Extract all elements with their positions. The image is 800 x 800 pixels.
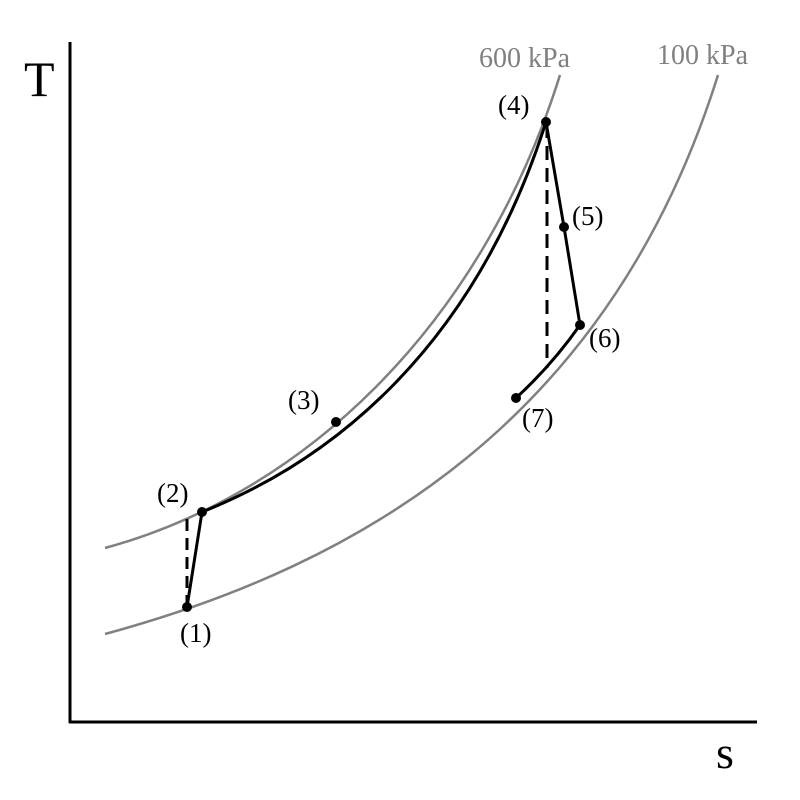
x-axis-label: s: [716, 727, 734, 778]
point-label: (7): [522, 403, 553, 433]
isobar-label: 600 kPa: [479, 43, 571, 74]
isobar-100: [104, 74, 720, 636]
state-point: [541, 117, 551, 127]
point-label: (2): [157, 478, 188, 508]
state-point: [182, 602, 192, 612]
point-label: (6): [589, 323, 620, 353]
point-label: (5): [572, 201, 603, 231]
y-axis-label: T: [24, 51, 55, 107]
point-label: (3): [288, 385, 319, 415]
isobar-label: 100 kPa: [657, 40, 749, 71]
process-curve: [514, 324, 582, 400]
state-point: [575, 320, 585, 330]
point-label: (4): [498, 90, 529, 120]
point-label: (1): [180, 618, 211, 648]
state-points: [182, 117, 585, 612]
state-point: [511, 393, 521, 403]
process-line: [185, 511, 204, 608]
state-point: [197, 507, 207, 517]
isobar-600: [104, 74, 562, 550]
state-point: [559, 222, 569, 232]
process-curve: [201, 121, 548, 514]
state-point: [331, 417, 341, 427]
